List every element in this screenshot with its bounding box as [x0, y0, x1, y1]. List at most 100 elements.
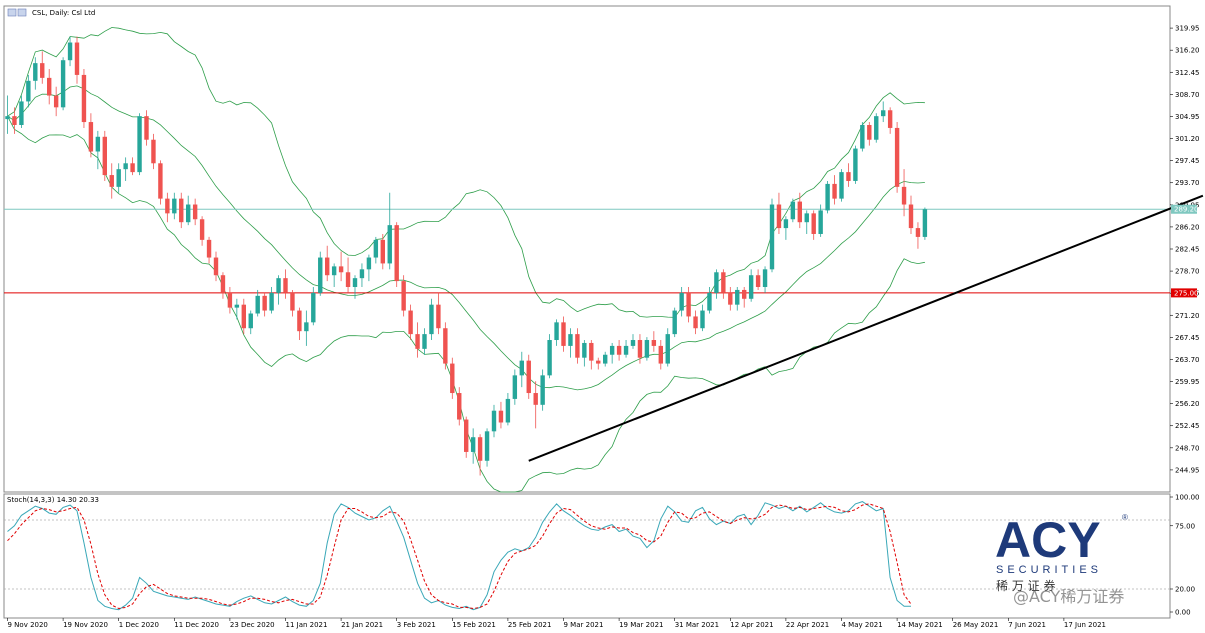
candle-body [672, 310, 677, 335]
candle [408, 304, 413, 341]
chart-title: CSL, Daily: Csl Ltd [32, 9, 95, 17]
candle-body [881, 110, 886, 117]
candle-body [345, 272, 351, 287]
candle-body [783, 219, 789, 229]
candle-body [679, 292, 684, 311]
candle [241, 298, 246, 335]
candle-body [366, 257, 372, 270]
candle-body [179, 198, 184, 223]
candle [352, 275, 358, 299]
candle [186, 195, 191, 226]
candle-body [359, 269, 365, 279]
candle [33, 57, 38, 90]
candle [860, 122, 865, 152]
candle [721, 269, 726, 299]
candle-body [742, 289, 747, 299]
price-tick-label: 263.70 [1175, 356, 1200, 364]
candle [540, 369, 545, 411]
candle [387, 192, 392, 270]
candle [707, 286, 712, 314]
time-tick-label: 11 Jan 2021 [286, 621, 328, 629]
candle [533, 381, 538, 429]
acy-watermark: ACY ® SECURITIES 稀 万 证 券 @ACY稀万证券 [995, 512, 1128, 606]
price-tick-label: 286.20 [1175, 223, 1200, 231]
candle-body [255, 295, 260, 314]
candle-body [651, 340, 657, 346]
time-axis: 9 Nov 2020 19 Nov 2020 1 Dec 2020 11 Dec 20… [7, 618, 1106, 629]
candle [53, 86, 59, 117]
candle-body [658, 345, 663, 364]
candle-body [158, 163, 163, 199]
price-tick-label: 256.20 [1175, 400, 1200, 408]
registered-icon: ® [1122, 513, 1128, 522]
candle [874, 113, 879, 143]
candle-body [630, 340, 636, 346]
time-tick-label: 19 Nov 2020 [63, 621, 108, 629]
candle-body [700, 310, 705, 329]
candle [894, 122, 900, 193]
price-tick-label: 301.20 [1175, 135, 1200, 143]
candle [47, 69, 52, 105]
stochastic-k-line [7, 501, 911, 611]
candle [74, 36, 80, 84]
candle [318, 251, 323, 296]
candle [630, 334, 636, 349]
candle-body [714, 272, 719, 293]
time-tick-label: 11 Dec 2020 [174, 621, 219, 629]
candle [158, 160, 163, 205]
candle-body [331, 266, 337, 276]
candle-body [887, 110, 893, 128]
candle-body [415, 334, 420, 349]
support-price-label: 275.00 [1174, 289, 1199, 297]
candle [700, 304, 705, 332]
candle [714, 269, 719, 299]
candle-body [512, 375, 518, 399]
watermark-handle: @ACY稀万证券 [1013, 587, 1124, 606]
current-price-label: 289.20 [1174, 206, 1199, 214]
candle-body [304, 322, 309, 332]
candle-body [394, 225, 399, 282]
candle-body [797, 201, 802, 223]
candle [498, 401, 504, 429]
candle [554, 319, 559, 346]
price-tick-label: 278.70 [1175, 268, 1200, 276]
candle [283, 269, 288, 299]
candle-body [311, 292, 316, 323]
candle [172, 192, 177, 220]
candle-body [693, 316, 698, 329]
price-tick-label: 304.95 [1175, 113, 1200, 121]
time-tick-label: 4 May 2021 [842, 621, 883, 629]
candle-body [915, 228, 921, 237]
chart-window-icon [17, 8, 27, 17]
candle-body [283, 278, 288, 293]
candle-body [12, 116, 17, 125]
candle [345, 257, 351, 293]
candle [338, 251, 344, 282]
price-tick-label: 308.70 [1175, 91, 1200, 99]
price-tick-label: 252.45 [1175, 422, 1200, 430]
candle [457, 387, 462, 426]
candle [790, 198, 796, 223]
candle-body [67, 42, 73, 61]
time-tick-label: 19 Mar 2021 [619, 621, 663, 629]
candle [255, 289, 260, 317]
candle-body [589, 342, 594, 361]
candle [575, 328, 580, 364]
candles [5, 36, 928, 476]
candle-body [901, 186, 907, 205]
candle-body [123, 163, 128, 170]
candle [373, 236, 379, 264]
candle [658, 340, 663, 370]
price-tick-label: 319.95 [1175, 25, 1200, 33]
candle [422, 328, 427, 355]
trendline[interactable] [528, 194, 1204, 462]
candle-body [408, 310, 413, 335]
candle [470, 428, 476, 464]
candle [192, 198, 198, 226]
candle [67, 36, 73, 67]
candle [762, 266, 768, 293]
candle [81, 69, 87, 128]
candle-body [464, 419, 469, 452]
candle-body [109, 175, 114, 187]
